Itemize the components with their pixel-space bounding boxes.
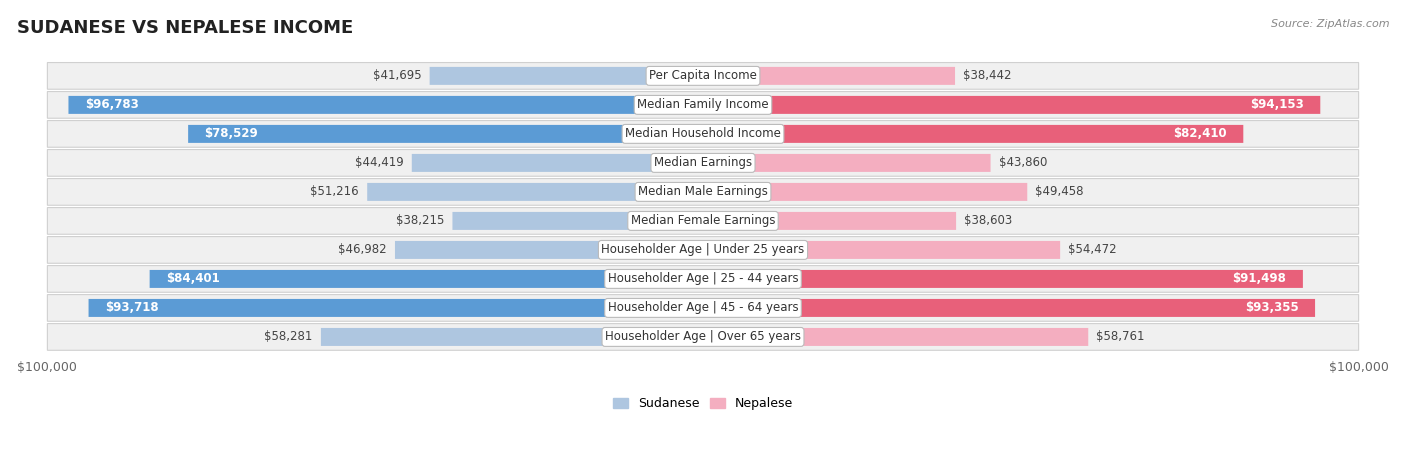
Text: $46,982: $46,982 bbox=[339, 243, 387, 256]
FancyBboxPatch shape bbox=[703, 212, 956, 230]
Text: $94,153: $94,153 bbox=[1250, 99, 1303, 112]
Text: $96,783: $96,783 bbox=[84, 99, 139, 112]
Text: $54,472: $54,472 bbox=[1069, 243, 1116, 256]
FancyBboxPatch shape bbox=[430, 67, 703, 85]
FancyBboxPatch shape bbox=[48, 178, 1358, 205]
Text: Median Earnings: Median Earnings bbox=[654, 156, 752, 170]
Text: $84,401: $84,401 bbox=[166, 272, 219, 285]
FancyBboxPatch shape bbox=[703, 125, 1243, 143]
Text: Median Household Income: Median Household Income bbox=[626, 127, 780, 141]
Text: Per Capita Income: Per Capita Income bbox=[650, 70, 756, 82]
FancyBboxPatch shape bbox=[395, 241, 703, 259]
Text: Householder Age | Over 65 years: Householder Age | Over 65 years bbox=[605, 331, 801, 343]
Text: SUDANESE VS NEPALESE INCOME: SUDANESE VS NEPALESE INCOME bbox=[17, 19, 353, 37]
FancyBboxPatch shape bbox=[48, 237, 1358, 263]
Text: $38,603: $38,603 bbox=[965, 214, 1012, 227]
FancyBboxPatch shape bbox=[48, 207, 1358, 234]
Text: $43,860: $43,860 bbox=[998, 156, 1047, 170]
FancyBboxPatch shape bbox=[48, 295, 1358, 321]
Text: Source: ZipAtlas.com: Source: ZipAtlas.com bbox=[1271, 19, 1389, 28]
FancyBboxPatch shape bbox=[367, 183, 703, 201]
Text: $38,442: $38,442 bbox=[963, 70, 1012, 82]
Text: $93,718: $93,718 bbox=[105, 301, 159, 314]
FancyBboxPatch shape bbox=[48, 324, 1358, 350]
Text: $38,215: $38,215 bbox=[396, 214, 444, 227]
FancyBboxPatch shape bbox=[412, 154, 703, 172]
FancyBboxPatch shape bbox=[703, 154, 991, 172]
Text: Householder Age | Under 25 years: Householder Age | Under 25 years bbox=[602, 243, 804, 256]
Text: $41,695: $41,695 bbox=[373, 70, 422, 82]
FancyBboxPatch shape bbox=[703, 270, 1303, 288]
Text: $44,419: $44,419 bbox=[354, 156, 404, 170]
FancyBboxPatch shape bbox=[703, 241, 1060, 259]
FancyBboxPatch shape bbox=[188, 125, 703, 143]
Text: $93,355: $93,355 bbox=[1244, 301, 1299, 314]
Legend: Sudanese, Nepalese: Sudanese, Nepalese bbox=[609, 392, 797, 415]
Text: Median Family Income: Median Family Income bbox=[637, 99, 769, 112]
Text: Median Male Earnings: Median Male Earnings bbox=[638, 185, 768, 198]
FancyBboxPatch shape bbox=[48, 63, 1358, 89]
Text: $58,281: $58,281 bbox=[264, 331, 312, 343]
FancyBboxPatch shape bbox=[48, 149, 1358, 176]
Text: $82,410: $82,410 bbox=[1173, 127, 1227, 141]
FancyBboxPatch shape bbox=[703, 67, 955, 85]
Text: Householder Age | 45 - 64 years: Householder Age | 45 - 64 years bbox=[607, 301, 799, 314]
Text: $51,216: $51,216 bbox=[311, 185, 359, 198]
FancyBboxPatch shape bbox=[48, 266, 1358, 292]
FancyBboxPatch shape bbox=[321, 328, 703, 346]
FancyBboxPatch shape bbox=[703, 96, 1320, 114]
Text: Median Female Earnings: Median Female Earnings bbox=[631, 214, 775, 227]
Text: $58,761: $58,761 bbox=[1097, 331, 1144, 343]
Text: $49,458: $49,458 bbox=[1035, 185, 1084, 198]
FancyBboxPatch shape bbox=[69, 96, 703, 114]
FancyBboxPatch shape bbox=[703, 183, 1028, 201]
FancyBboxPatch shape bbox=[703, 328, 1088, 346]
FancyBboxPatch shape bbox=[48, 92, 1358, 118]
FancyBboxPatch shape bbox=[149, 270, 703, 288]
FancyBboxPatch shape bbox=[703, 299, 1315, 317]
Text: $78,529: $78,529 bbox=[204, 127, 259, 141]
Text: Householder Age | 25 - 44 years: Householder Age | 25 - 44 years bbox=[607, 272, 799, 285]
FancyBboxPatch shape bbox=[89, 299, 703, 317]
FancyBboxPatch shape bbox=[48, 120, 1358, 147]
FancyBboxPatch shape bbox=[453, 212, 703, 230]
Text: $91,498: $91,498 bbox=[1233, 272, 1286, 285]
